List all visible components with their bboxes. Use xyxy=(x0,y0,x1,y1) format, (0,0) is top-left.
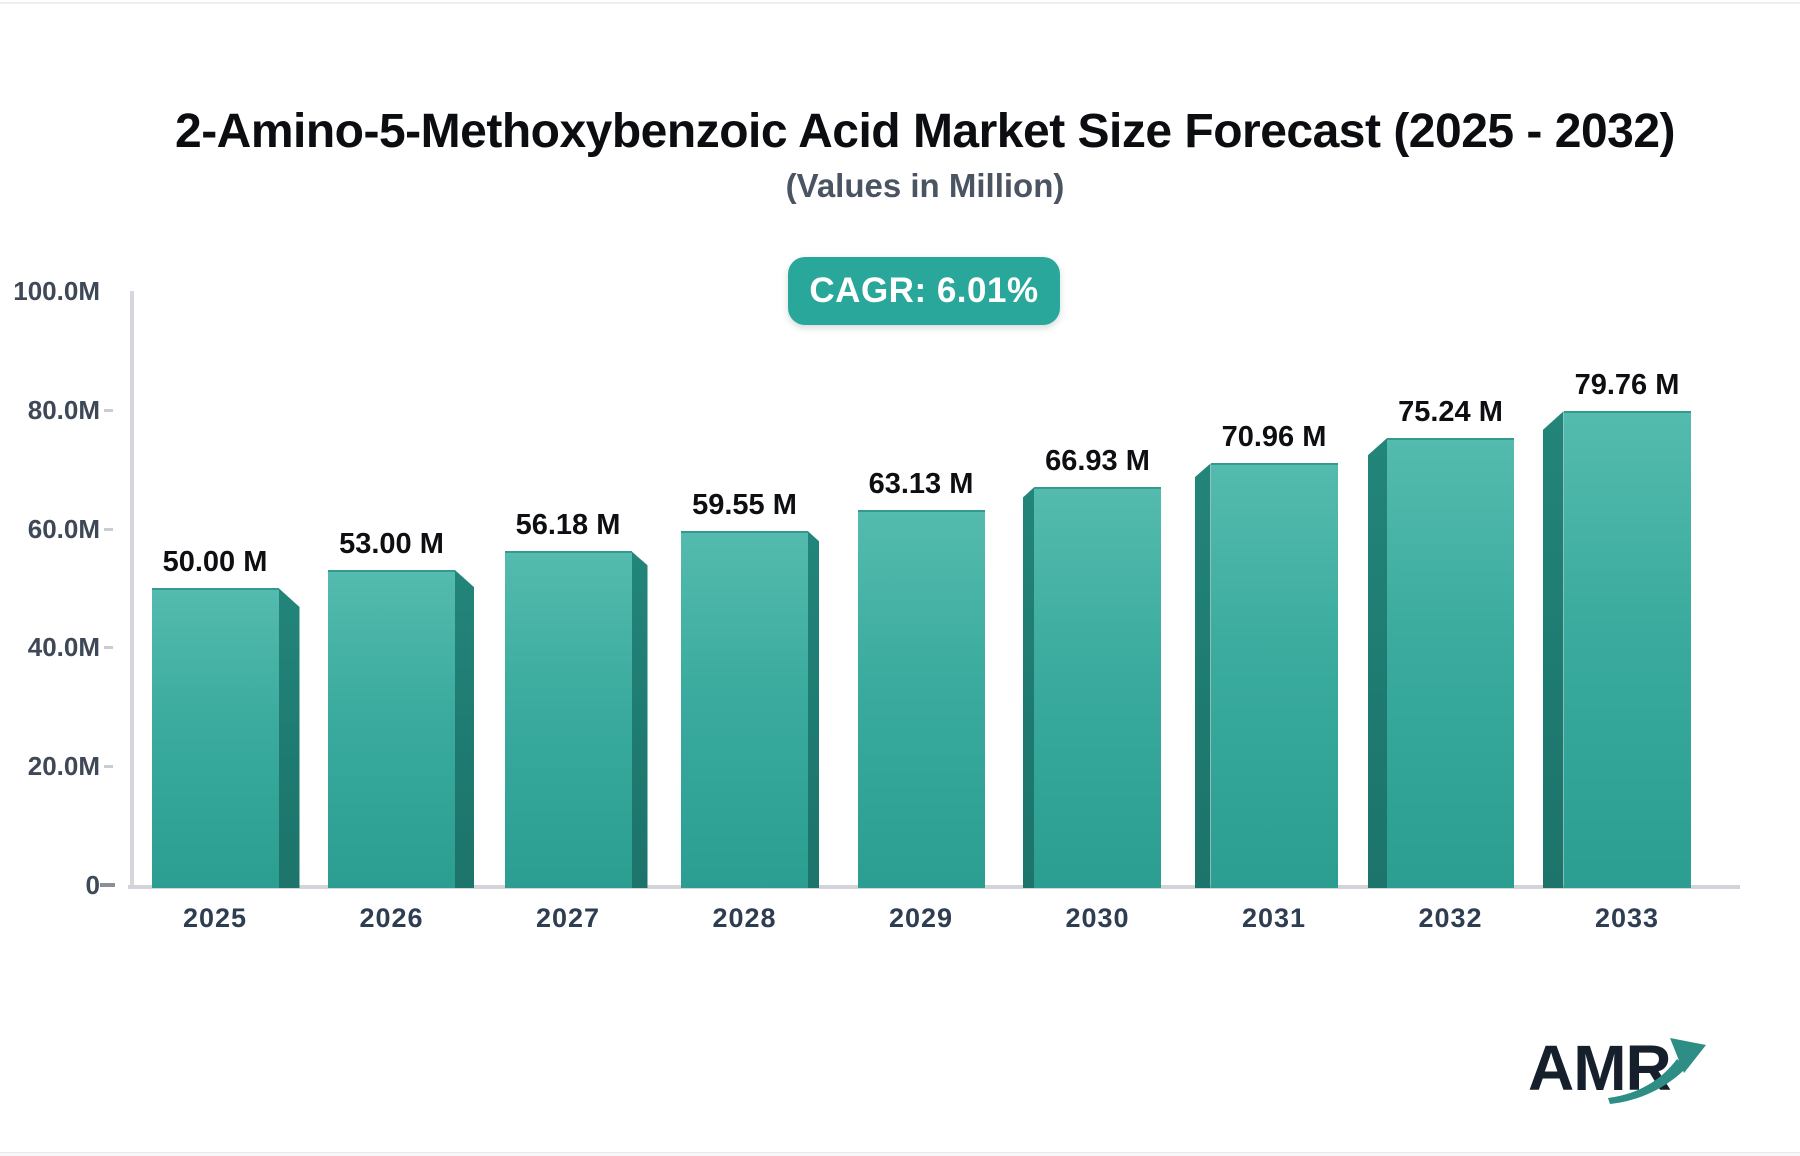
bar-face xyxy=(328,570,455,888)
x-tick-label: 2025 xyxy=(182,903,248,933)
bar-face xyxy=(681,531,808,888)
bar-side-3d xyxy=(1368,438,1387,888)
chart-subtitle: (Values in Million) xyxy=(785,167,1065,204)
x-tick-label: 2030 xyxy=(1065,903,1130,933)
cagr-badge: CAGR: 6.01% xyxy=(788,257,1060,325)
x-tick-label: 2029 xyxy=(888,903,954,933)
bar-side-3d xyxy=(1023,487,1034,888)
bar-side-3d xyxy=(278,588,300,888)
bar-value-label: 75.24 M xyxy=(1398,396,1503,429)
bar-side-3d xyxy=(1542,411,1564,888)
bar-value-label: 59.55 M xyxy=(692,489,797,522)
bar-face xyxy=(1387,438,1514,888)
bar-side-3d xyxy=(455,570,474,888)
y-tick-label: 100.0M xyxy=(13,276,100,306)
y-tick-label: 40.0M xyxy=(27,632,100,663)
bar-value-label: 50.00 M xyxy=(162,546,268,578)
bar-value-label: 63.13 M xyxy=(868,468,974,500)
x-tick-label: 2031 xyxy=(1241,903,1307,933)
bar-value-label: 56.18 M xyxy=(515,509,621,542)
bar-value-label: 66.93 M xyxy=(1045,445,1150,478)
x-tick-label: 2032 xyxy=(1418,903,1483,933)
y-tick-mark xyxy=(100,883,115,887)
y-tick-label: 20.0M xyxy=(27,751,100,782)
bar-face xyxy=(1210,463,1338,888)
y-tick-mark xyxy=(104,765,113,769)
logo-trend-arrow-icon xyxy=(1608,1038,1706,1104)
y-tick-label: 80.0M xyxy=(27,394,100,425)
y-tick-label: 60.0M xyxy=(27,513,100,544)
bar-face xyxy=(857,510,985,888)
bar-side-3d xyxy=(808,531,819,888)
y-tick-mark xyxy=(104,408,113,412)
cagr-badge-label: CAGR: 6.01% xyxy=(809,271,1039,310)
y-tick-label: 0 xyxy=(85,870,100,900)
x-tick-label: 2026 xyxy=(359,903,424,933)
top-divider xyxy=(0,2,1800,4)
bar-value-label: 79.76 M xyxy=(1574,369,1680,402)
bar-value-label: 70.96 M xyxy=(1221,421,1327,454)
x-tick-label: 2028 xyxy=(712,903,777,933)
bar-value-label: 53.00 M xyxy=(339,528,444,561)
bar-face xyxy=(1034,487,1161,888)
bar-face xyxy=(151,588,279,888)
bar-face xyxy=(1563,411,1691,888)
amr-logo: AMR xyxy=(1528,1030,1728,1114)
bottom-divider xyxy=(0,1152,1800,1156)
bar-side-3d xyxy=(631,551,648,888)
y-tick-mark xyxy=(104,646,113,650)
x-tick-label: 2033 xyxy=(1594,903,1660,933)
x-tick-label: 2027 xyxy=(535,903,601,933)
bar-side-3d xyxy=(1194,463,1211,888)
y-tick-mark xyxy=(104,527,113,531)
y-axis-line xyxy=(130,291,134,889)
bar-face xyxy=(504,551,632,888)
chart-title: 2-Amino-5-Methoxybenzoic Acid Market Siz… xyxy=(174,105,1676,158)
